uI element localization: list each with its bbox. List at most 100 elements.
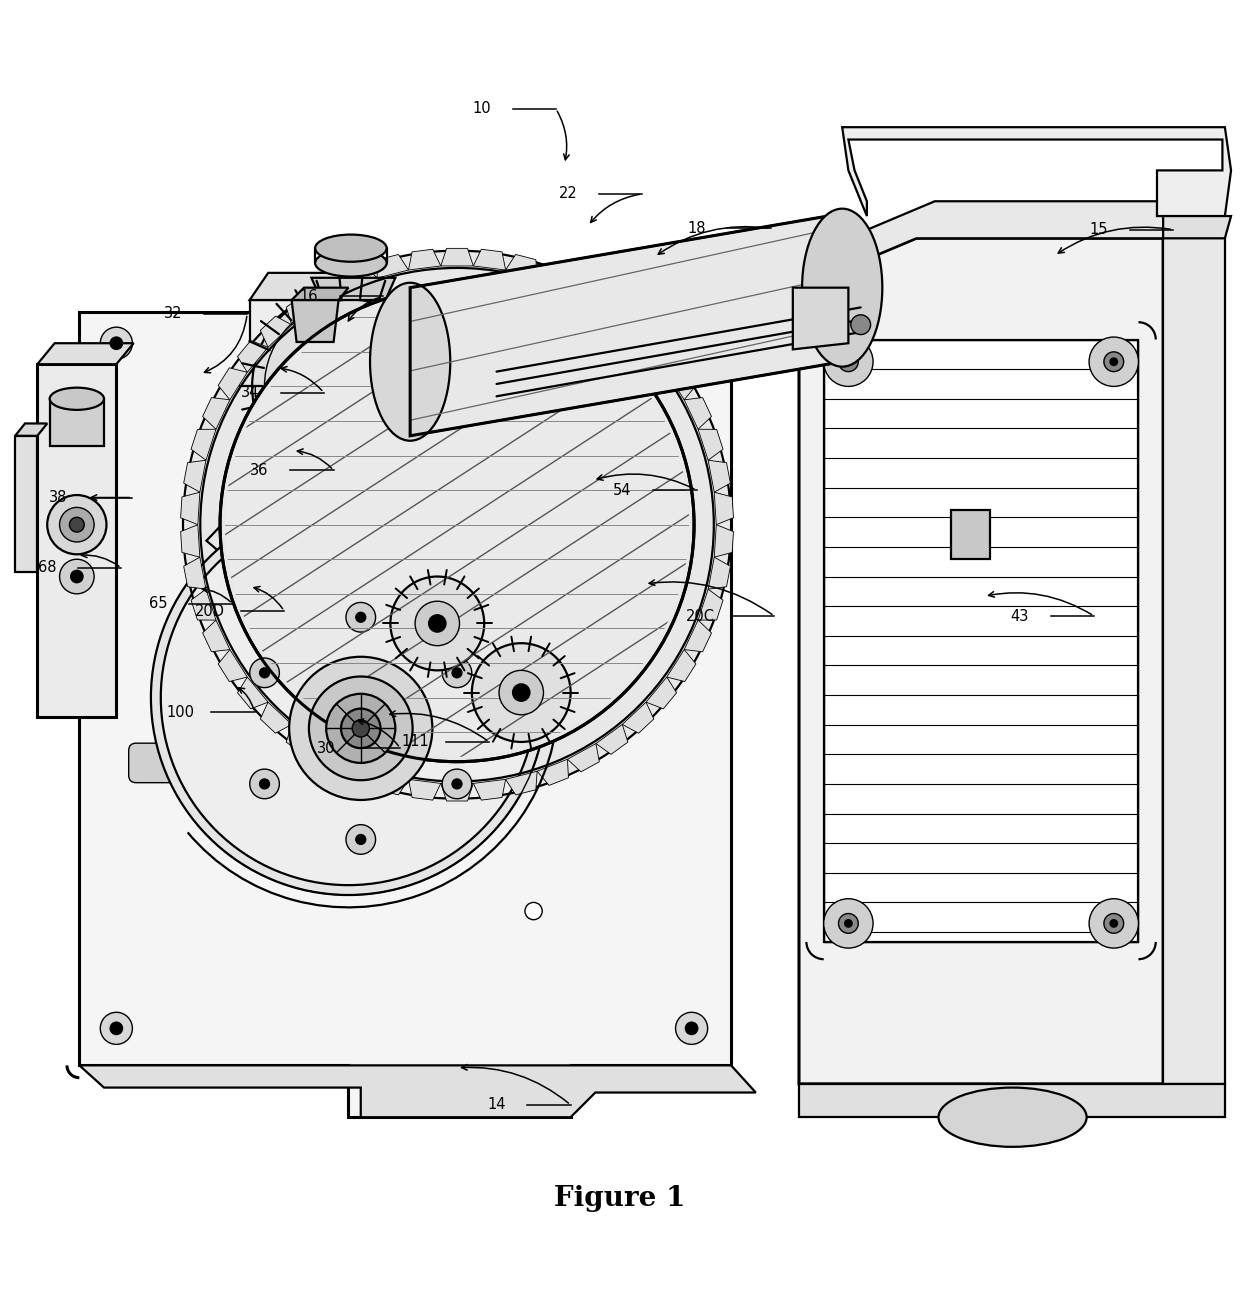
Circle shape [249, 658, 279, 688]
Polygon shape [408, 249, 440, 270]
Circle shape [851, 315, 870, 334]
Circle shape [453, 779, 463, 788]
Text: 34: 34 [241, 386, 259, 400]
Circle shape [443, 658, 471, 688]
Circle shape [844, 358, 852, 366]
Polygon shape [622, 703, 653, 733]
Text: 43: 43 [1011, 608, 1029, 624]
Polygon shape [202, 397, 229, 429]
Polygon shape [684, 397, 712, 429]
Polygon shape [474, 779, 506, 800]
Ellipse shape [802, 209, 883, 367]
Circle shape [151, 500, 546, 895]
Text: 14: 14 [487, 1098, 506, 1112]
Polygon shape [667, 650, 696, 682]
Polygon shape [596, 295, 627, 325]
Polygon shape [413, 272, 432, 495]
Circle shape [1110, 358, 1117, 366]
Polygon shape [799, 201, 1163, 288]
Circle shape [219, 288, 694, 762]
Polygon shape [823, 340, 1138, 942]
Polygon shape [191, 590, 216, 620]
Circle shape [224, 292, 689, 757]
FancyBboxPatch shape [129, 744, 227, 783]
Circle shape [252, 288, 450, 486]
Circle shape [100, 328, 133, 359]
Circle shape [352, 720, 370, 737]
Ellipse shape [939, 1087, 1086, 1146]
Circle shape [453, 669, 463, 678]
Polygon shape [202, 620, 229, 651]
Circle shape [346, 603, 376, 632]
Circle shape [47, 495, 107, 554]
Circle shape [228, 538, 246, 555]
Polygon shape [951, 509, 991, 559]
Circle shape [1089, 899, 1138, 948]
Polygon shape [410, 213, 842, 436]
Circle shape [1110, 920, 1117, 926]
Ellipse shape [370, 283, 450, 441]
Text: 30: 30 [317, 741, 336, 755]
Circle shape [289, 657, 433, 800]
Text: 100: 100 [166, 705, 195, 720]
Circle shape [686, 1023, 698, 1034]
Circle shape [1104, 913, 1123, 933]
Polygon shape [238, 341, 268, 372]
Circle shape [686, 337, 698, 349]
Polygon shape [37, 343, 134, 365]
Polygon shape [408, 779, 440, 800]
Circle shape [1089, 337, 1138, 387]
Polygon shape [315, 278, 347, 305]
Circle shape [110, 1023, 123, 1034]
Text: 22: 22 [559, 187, 578, 201]
Polygon shape [181, 525, 200, 557]
Polygon shape [79, 312, 732, 1117]
Polygon shape [698, 590, 723, 620]
Polygon shape [37, 365, 117, 717]
Polygon shape [184, 557, 206, 590]
Text: 20C: 20C [686, 608, 714, 624]
Polygon shape [286, 295, 319, 325]
Polygon shape [260, 703, 291, 733]
Circle shape [346, 825, 376, 854]
Polygon shape [622, 316, 653, 347]
Polygon shape [207, 495, 433, 578]
Circle shape [326, 694, 396, 763]
Text: 111: 111 [402, 734, 429, 749]
Text: 32: 32 [164, 307, 182, 321]
Text: 16: 16 [300, 288, 319, 304]
Polygon shape [537, 759, 568, 786]
Polygon shape [792, 288, 848, 349]
Circle shape [71, 570, 83, 583]
Polygon shape [506, 771, 537, 795]
Circle shape [356, 834, 366, 845]
Polygon shape [291, 288, 348, 300]
FancyBboxPatch shape [471, 690, 578, 729]
Circle shape [161, 509, 536, 886]
Polygon shape [377, 771, 408, 795]
Circle shape [498, 670, 543, 715]
Polygon shape [249, 300, 413, 495]
Polygon shape [50, 399, 104, 446]
Circle shape [110, 337, 123, 349]
Circle shape [525, 903, 542, 920]
Polygon shape [667, 367, 696, 400]
Text: 20D: 20D [195, 604, 226, 619]
Polygon shape [1163, 238, 1225, 1084]
Ellipse shape [315, 250, 387, 276]
Polygon shape [291, 300, 339, 342]
Circle shape [69, 517, 84, 532]
Polygon shape [218, 650, 247, 682]
Circle shape [100, 1012, 133, 1045]
Circle shape [823, 899, 873, 948]
Polygon shape [79, 1066, 756, 1117]
Polygon shape [440, 783, 474, 801]
Circle shape [823, 337, 873, 387]
Text: 15: 15 [1090, 222, 1109, 237]
Circle shape [1104, 351, 1123, 371]
Polygon shape [708, 557, 730, 590]
Polygon shape [646, 341, 677, 372]
Polygon shape [184, 461, 206, 492]
Circle shape [443, 769, 471, 799]
Circle shape [249, 769, 279, 799]
